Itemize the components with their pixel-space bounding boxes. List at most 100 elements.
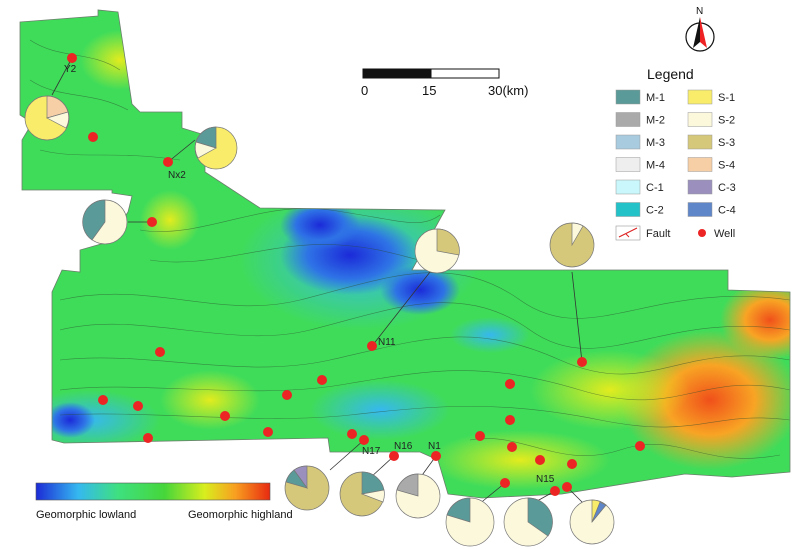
- well-marker[interactable]: [220, 411, 230, 421]
- leader-lines: [51, 57, 586, 506]
- wells: [67, 53, 645, 496]
- legend-swatch: [615, 134, 641, 150]
- contour-lines: [29, 39, 790, 459]
- north-label: N: [696, 6, 703, 17]
- well-marker[interactable]: [347, 429, 357, 439]
- well-marker[interactable]: [505, 415, 515, 425]
- well-marker[interactable]: [263, 427, 273, 437]
- legend-code: S-3: [718, 137, 735, 149]
- well-marker[interactable]: [507, 442, 517, 452]
- legend-fault: Fault: [615, 225, 670, 241]
- well-marker[interactable]: [535, 455, 545, 465]
- legend-title: Legend: [647, 66, 694, 82]
- colorbar-high-label: Geomorphic highland: [188, 509, 293, 521]
- well-marker[interactable]: [155, 347, 165, 357]
- legend-code: C-1: [646, 182, 664, 194]
- well-marker[interactable]: [317, 375, 327, 385]
- legend-fault-label: Fault: [646, 228, 670, 240]
- pie-chart[interactable]: [445, 497, 495, 547]
- pie-chart[interactable]: [395, 473, 441, 519]
- legend-item-c-2: C-2: [615, 202, 664, 217]
- well-marker[interactable]: [431, 451, 441, 461]
- legend-swatch: [687, 157, 713, 172]
- well-marker[interactable]: [143, 433, 153, 443]
- pie-chart[interactable]: [24, 95, 70, 141]
- legend-well-label: Well: [714, 228, 735, 240]
- study-area-outline: [19, 9, 791, 499]
- pie-chart[interactable]: [82, 199, 128, 245]
- legend-code: C-3: [718, 182, 736, 194]
- legend-swatch: [615, 202, 641, 217]
- well-label-n11: N11: [378, 337, 396, 348]
- well-marker[interactable]: [567, 459, 577, 469]
- pie-chart[interactable]: [503, 497, 553, 547]
- pie-chart[interactable]: [339, 471, 385, 517]
- colorbar-low-label: Geomorphic lowland: [36, 509, 136, 521]
- legend-item-m-4: M-4: [615, 157, 665, 172]
- legend-item-m-1: M-1: [615, 89, 665, 105]
- legend-code: M-3: [646, 137, 665, 149]
- well-label-y2: Y2: [64, 64, 77, 75]
- well-marker[interactable]: [577, 357, 587, 367]
- legend-code: C-4: [718, 205, 736, 217]
- well-icon: [698, 229, 706, 237]
- legend-well: Well: [698, 228, 735, 240]
- legend-item-s-1: S-1: [687, 89, 735, 105]
- legend-code: C-2: [646, 205, 664, 217]
- well-marker[interactable]: [550, 486, 560, 496]
- well-marker[interactable]: [505, 379, 515, 389]
- well-marker[interactable]: [163, 157, 173, 167]
- well-marker[interactable]: [88, 132, 98, 142]
- pie-chart[interactable]: [284, 465, 330, 511]
- legend-code: M-1: [646, 92, 665, 104]
- pie-chart[interactable]: [569, 499, 615, 545]
- legend-swatch: [687, 112, 713, 127]
- pie-chart[interactable]: [194, 126, 238, 170]
- legend-swatch: [687, 202, 713, 217]
- well-label-n17: N17: [362, 446, 381, 457]
- well-marker[interactable]: [500, 478, 510, 488]
- legend-swatch: [687, 134, 713, 150]
- well-label-n1: N1: [428, 441, 441, 452]
- legend-swatch: [687, 179, 713, 195]
- well-marker[interactable]: [147, 217, 157, 227]
- legend-item-s-2: S-2: [687, 112, 735, 127]
- legend-item-m-2: M-2: [615, 112, 665, 127]
- well-marker[interactable]: [635, 441, 645, 451]
- legend-swatch: [615, 112, 641, 127]
- well-marker[interactable]: [282, 390, 292, 400]
- well-marker[interactable]: [359, 435, 369, 445]
- legend-swatch: [615, 157, 641, 172]
- scale-tick-15: 15: [422, 83, 436, 98]
- legend-item-m-3: M-3: [615, 134, 665, 150]
- legend-item-c-3: C-3: [687, 179, 736, 195]
- scale-tick-0: 0: [361, 83, 368, 98]
- well-marker[interactable]: [133, 401, 143, 411]
- legend-swatch: [615, 179, 641, 195]
- well-label-n15: N15: [536, 474, 555, 485]
- pie-chart[interactable]: [549, 222, 595, 268]
- well-marker[interactable]: [98, 395, 108, 405]
- composition-pies: [24, 95, 615, 547]
- elevation-colorbar: Geomorphic lowland Geomorphic highland: [35, 482, 293, 521]
- legend: Legend M-1 S-1 M-2 S-2 M-3 S-3 M-4 S-4 C-1 C-3 C-2…: [615, 66, 736, 241]
- legend-code: M-4: [646, 160, 665, 172]
- scale-bar: 0 15 30(km): [361, 68, 528, 98]
- well-marker[interactable]: [389, 451, 399, 461]
- legend-code: S-1: [718, 92, 735, 104]
- legend-item-s-4: S-4: [687, 157, 735, 172]
- well-marker[interactable]: [562, 482, 572, 492]
- pie-chart[interactable]: [414, 228, 460, 274]
- legend-item-s-3: S-3: [687, 134, 735, 150]
- legend-item-c-1: C-1: [615, 179, 664, 195]
- well-label-n16: N16: [394, 441, 413, 452]
- legend-code: S-4: [718, 160, 735, 172]
- well-marker[interactable]: [475, 431, 485, 441]
- north-arrow-icon: N: [685, 6, 715, 52]
- legend-swatch: [615, 89, 641, 105]
- well-labels: Y2 Nx2 N11 N17 N16 N1 N15: [64, 64, 555, 485]
- well-label-nx2: Nx2: [168, 170, 186, 181]
- well-marker[interactable]: [367, 341, 377, 351]
- well-marker[interactable]: [67, 53, 77, 63]
